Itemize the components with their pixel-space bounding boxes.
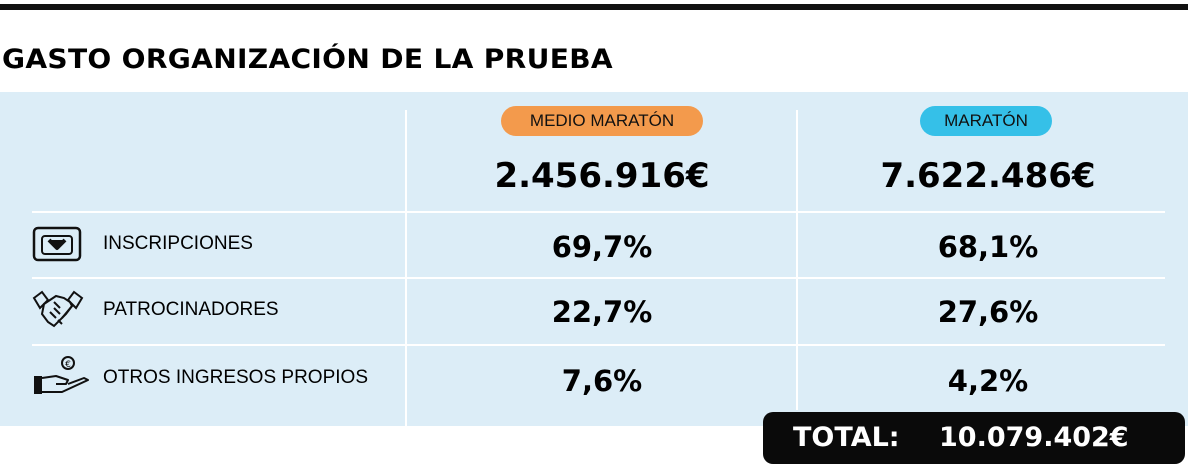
total-value: 10.079.402€ [939,422,1129,453]
data-table-panel: MEDIO MARATÓN MARATÓN 2.456.916€ 7.622.4… [0,92,1188,430]
value-cell: 69,7% [551,230,653,264]
row-divider [32,344,1165,346]
value-cell: 27,6% [937,295,1039,329]
total-box: TOTAL: 10.079.402€ [763,412,1185,464]
value-cell: 4,2% [947,364,1029,398]
hand-coin-icon: € [32,354,94,404]
maraton-badge: MARATÓN [920,106,1052,136]
maraton-amount: 7.622.486€ [880,156,1096,196]
total-label: TOTAL: [793,422,900,453]
value-cell: 68,1% [937,230,1039,264]
svg-text:€: € [65,360,71,370]
column-divider [796,110,798,410]
row-divider [32,211,1165,213]
medio-maraton-amount: 2.456.916€ [494,156,710,196]
row-label-inscripciones: INSCRIPCIONES [103,233,253,254]
value-cell: 7,6% [561,364,643,398]
handshake-icon [32,288,84,338]
page-title: GASTO ORGANIZACIÓN DE LA PRUEBA [2,44,613,75]
value-cell: 22,7% [551,295,653,329]
column-divider [405,110,407,430]
row-divider [32,277,1165,279]
row-label-otros-ingresos: OTROS INGRESOS PROPIOS [103,367,368,388]
top-rule [0,4,1188,10]
inbox-download-icon [32,226,82,266]
row-label-patrocinadores: PATROCINADORES [103,299,279,320]
medio-maraton-badge: MEDIO MARATÓN [501,106,703,136]
